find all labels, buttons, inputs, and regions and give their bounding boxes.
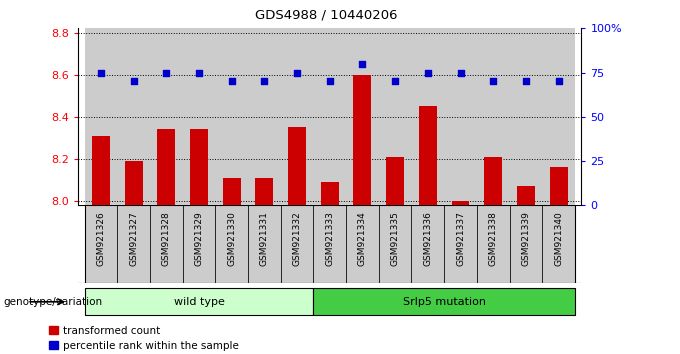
- Bar: [484, 157, 502, 205]
- FancyBboxPatch shape: [477, 205, 509, 283]
- Point: [259, 79, 270, 84]
- Bar: [183, 28, 216, 205]
- Bar: [346, 28, 379, 205]
- Point: [161, 70, 172, 75]
- Bar: [85, 28, 118, 205]
- Text: GSM921340: GSM921340: [554, 212, 563, 266]
- Bar: [517, 186, 535, 205]
- Bar: [118, 28, 150, 205]
- Point: [129, 79, 139, 84]
- Legend: transformed count, percentile rank within the sample: transformed count, percentile rank withi…: [50, 326, 239, 351]
- Bar: [549, 167, 568, 205]
- Text: GDS4988 / 10440206: GDS4988 / 10440206: [255, 9, 398, 22]
- Text: genotype/variation: genotype/variation: [3, 297, 103, 307]
- Point: [357, 61, 368, 67]
- Point: [488, 79, 498, 84]
- Point: [422, 70, 433, 75]
- FancyBboxPatch shape: [248, 205, 281, 283]
- FancyBboxPatch shape: [411, 205, 444, 283]
- Text: GSM921330: GSM921330: [227, 212, 236, 267]
- Bar: [509, 28, 542, 205]
- FancyBboxPatch shape: [379, 205, 411, 283]
- Bar: [92, 136, 110, 205]
- Bar: [223, 178, 241, 205]
- Text: GSM921326: GSM921326: [97, 212, 105, 266]
- Text: GSM921333: GSM921333: [325, 212, 335, 267]
- Text: GSM921336: GSM921336: [424, 212, 432, 267]
- Bar: [158, 130, 175, 205]
- FancyBboxPatch shape: [346, 205, 379, 283]
- FancyBboxPatch shape: [183, 205, 216, 283]
- Text: GSM921328: GSM921328: [162, 212, 171, 266]
- Bar: [216, 28, 248, 205]
- FancyBboxPatch shape: [216, 205, 248, 283]
- FancyBboxPatch shape: [509, 205, 542, 283]
- Bar: [150, 28, 183, 205]
- Bar: [281, 28, 313, 205]
- Text: GSM921337: GSM921337: [456, 212, 465, 267]
- Text: GSM921331: GSM921331: [260, 212, 269, 267]
- Text: GSM921339: GSM921339: [522, 212, 530, 267]
- Bar: [379, 28, 411, 205]
- Point: [324, 79, 335, 84]
- Text: GSM921334: GSM921334: [358, 212, 367, 266]
- Text: GSM921327: GSM921327: [129, 212, 138, 266]
- Bar: [542, 28, 575, 205]
- FancyBboxPatch shape: [85, 288, 313, 315]
- Bar: [124, 161, 143, 205]
- Point: [226, 79, 237, 84]
- FancyBboxPatch shape: [281, 205, 313, 283]
- Bar: [256, 178, 273, 205]
- FancyBboxPatch shape: [150, 205, 183, 283]
- Bar: [313, 28, 346, 205]
- FancyBboxPatch shape: [85, 205, 118, 283]
- Bar: [248, 28, 281, 205]
- Bar: [354, 75, 371, 205]
- FancyBboxPatch shape: [118, 205, 150, 283]
- FancyBboxPatch shape: [542, 205, 575, 283]
- Text: GSM921335: GSM921335: [390, 212, 400, 267]
- Bar: [190, 130, 208, 205]
- Point: [96, 70, 107, 75]
- FancyBboxPatch shape: [313, 288, 575, 315]
- Point: [455, 70, 466, 75]
- Text: GSM921332: GSM921332: [292, 212, 302, 266]
- Bar: [477, 28, 509, 205]
- Bar: [444, 28, 477, 205]
- Bar: [386, 157, 404, 205]
- Text: Srlp5 mutation: Srlp5 mutation: [403, 297, 486, 307]
- FancyBboxPatch shape: [444, 205, 477, 283]
- Text: wild type: wild type: [173, 297, 224, 307]
- Bar: [321, 182, 339, 205]
- Bar: [419, 106, 437, 205]
- Bar: [288, 127, 306, 205]
- Point: [553, 79, 564, 84]
- Point: [390, 79, 401, 84]
- Point: [292, 70, 303, 75]
- Text: GSM921329: GSM921329: [194, 212, 203, 266]
- FancyBboxPatch shape: [313, 205, 346, 283]
- Bar: [452, 201, 469, 205]
- Point: [520, 79, 531, 84]
- Text: GSM921338: GSM921338: [489, 212, 498, 267]
- Point: [194, 70, 205, 75]
- Bar: [411, 28, 444, 205]
